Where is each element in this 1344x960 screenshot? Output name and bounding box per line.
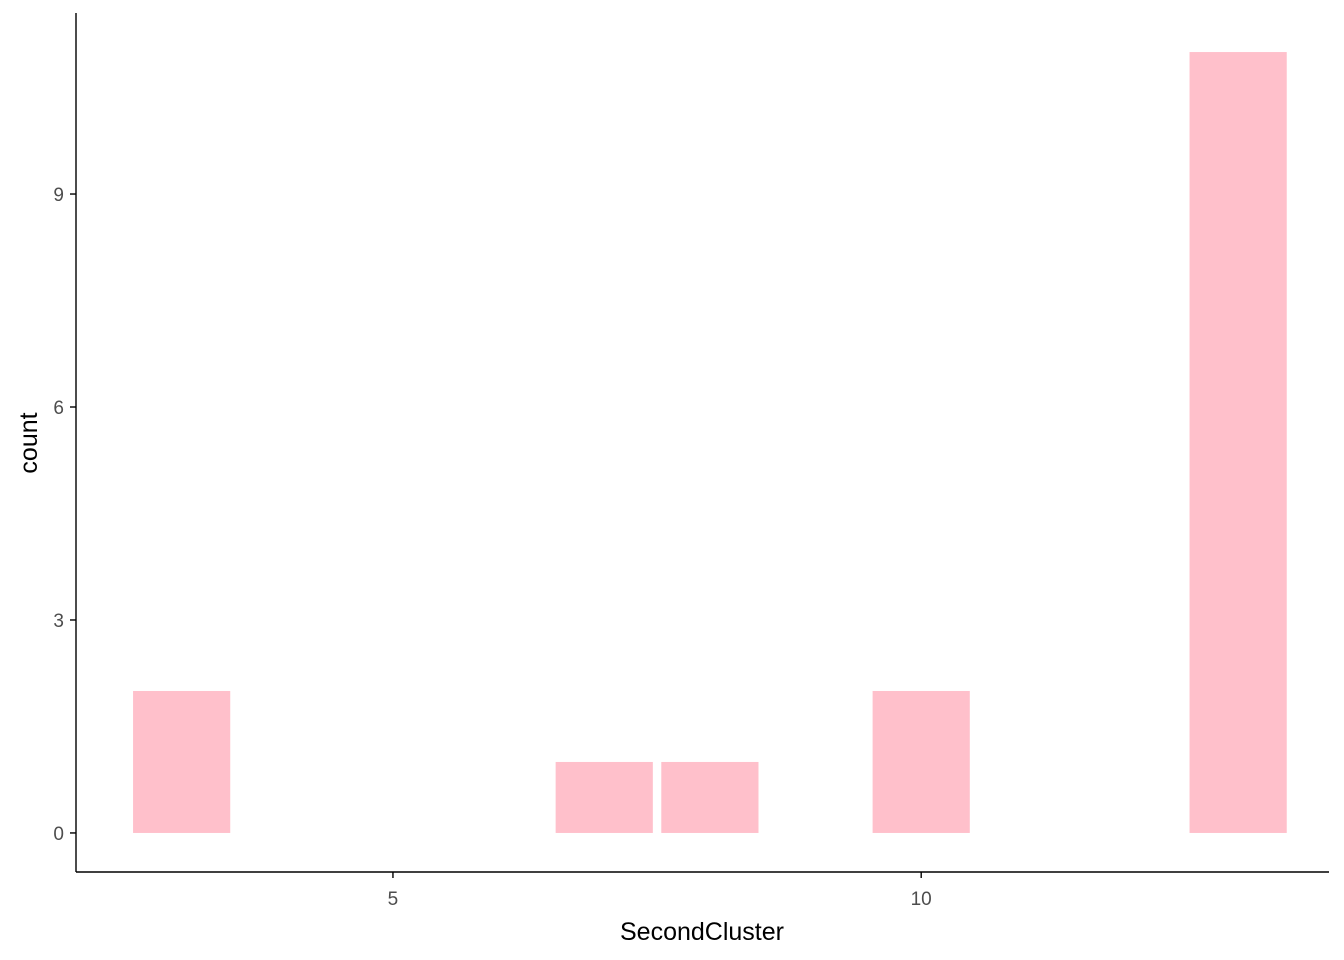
x-tick-label-5: 5 xyxy=(388,889,399,910)
bar-13 xyxy=(1189,52,1287,833)
bars-layer xyxy=(133,52,1287,833)
y-ticks: 0 3 6 9 xyxy=(53,185,76,845)
x-axis-title: SecondCluster xyxy=(620,918,784,946)
bar-7 xyxy=(555,761,653,833)
bar-3 xyxy=(133,690,231,833)
x-tick-label-10: 10 xyxy=(911,889,932,910)
bar-8 xyxy=(661,761,759,833)
axes-layer xyxy=(75,13,1329,873)
y-tick-label-3: 3 xyxy=(53,611,64,632)
y-tick-label-0: 0 xyxy=(53,824,64,845)
y-tick-label-6: 6 xyxy=(53,398,64,419)
x-ticks: 5 10 xyxy=(388,872,932,910)
y-tick-label-9: 9 xyxy=(53,185,64,206)
bar-10 xyxy=(872,690,970,833)
y-axis-title: count xyxy=(15,412,43,473)
